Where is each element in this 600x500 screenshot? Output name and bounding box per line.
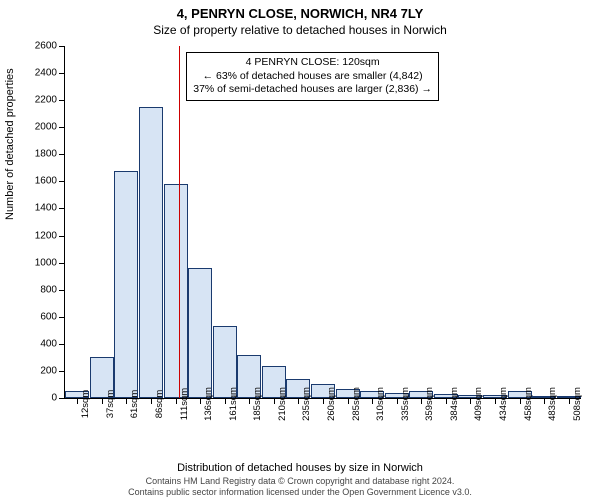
attribution-line: Contains public sector information licen… <box>0 487 600 498</box>
x-tick <box>151 398 152 404</box>
x-tick <box>323 398 324 404</box>
x-tick <box>421 398 422 404</box>
y-tick-label: 2400 <box>35 68 57 79</box>
x-tick-label: 359sqm <box>424 387 435 421</box>
reference-line <box>179 46 180 398</box>
y-tick <box>59 208 65 209</box>
y-tick <box>59 236 65 237</box>
y-tick-label: 1400 <box>35 203 57 214</box>
x-tick <box>249 398 250 404</box>
y-tick <box>59 344 65 345</box>
attribution-line: Contains HM Land Registry data © Crown c… <box>0 476 600 487</box>
x-tick <box>77 398 78 404</box>
x-tick <box>298 398 299 404</box>
x-tick <box>446 398 447 404</box>
attribution-text: Contains HM Land Registry data © Crown c… <box>0 476 600 498</box>
x-tick-label: 458sqm <box>523 387 534 421</box>
y-tick-label: 1600 <box>35 176 57 187</box>
y-tick <box>59 290 65 291</box>
chart-plot-area: 0200400600800100012001400160018002000220… <box>64 46 581 399</box>
y-tick-label: 400 <box>40 338 57 349</box>
x-tick <box>200 398 201 404</box>
x-tick-label: 483sqm <box>547 387 558 421</box>
y-tick-label: 600 <box>40 311 57 322</box>
y-tick <box>59 398 65 399</box>
x-tick <box>495 398 496 404</box>
callout-line: 37% of semi-detached houses are larger (… <box>193 83 432 97</box>
y-tick <box>59 46 65 47</box>
x-tick-label: 409sqm <box>473 387 484 421</box>
y-tick-label: 2200 <box>35 95 57 106</box>
chart-subtitle: Size of property relative to detached ho… <box>0 21 600 41</box>
y-tick-label: 200 <box>40 365 57 376</box>
x-tick <box>126 398 127 404</box>
y-tick-label: 800 <box>40 284 57 295</box>
x-tick <box>569 398 570 404</box>
y-tick <box>59 263 65 264</box>
y-tick <box>59 154 65 155</box>
y-tick-label: 1200 <box>35 230 57 241</box>
x-tick <box>225 398 226 404</box>
y-tick-label: 2600 <box>35 41 57 52</box>
x-tick <box>470 398 471 404</box>
x-tick <box>372 398 373 404</box>
x-tick <box>348 398 349 404</box>
y-tick <box>59 100 65 101</box>
y-axis-label: Number of detached properties <box>4 68 16 220</box>
histogram-bar <box>164 184 188 398</box>
histogram-bar <box>139 107 163 398</box>
histogram-bar <box>188 268 212 398</box>
y-tick <box>59 371 65 372</box>
x-tick <box>102 398 103 404</box>
callout-line: ← 63% of detached houses are smaller (4,… <box>193 70 432 84</box>
y-tick-label: 0 <box>51 393 57 404</box>
callout-line: 4 PENRYN CLOSE: 120sqm <box>193 56 432 70</box>
y-tick <box>59 127 65 128</box>
y-tick-label: 1000 <box>35 257 57 268</box>
x-tick <box>520 398 521 404</box>
x-tick <box>397 398 398 404</box>
callout-box: 4 PENRYN CLOSE: 120sqm← 63% of detached … <box>186 52 439 101</box>
y-tick <box>59 73 65 74</box>
y-tick-label: 1800 <box>35 149 57 160</box>
histogram-bar <box>114 171 138 398</box>
x-tick-label: 508sqm <box>572 387 583 421</box>
y-tick <box>59 181 65 182</box>
x-tick <box>274 398 275 404</box>
x-tick <box>544 398 545 404</box>
y-tick <box>59 317 65 318</box>
y-tick-label: 2000 <box>35 122 57 133</box>
x-tick <box>176 398 177 404</box>
x-axis-label: Distribution of detached houses by size … <box>0 462 600 474</box>
x-tick-label: 384sqm <box>449 387 460 421</box>
chart-title: 4, PENRYN CLOSE, NORWICH, NR4 7LY <box>0 0 600 21</box>
